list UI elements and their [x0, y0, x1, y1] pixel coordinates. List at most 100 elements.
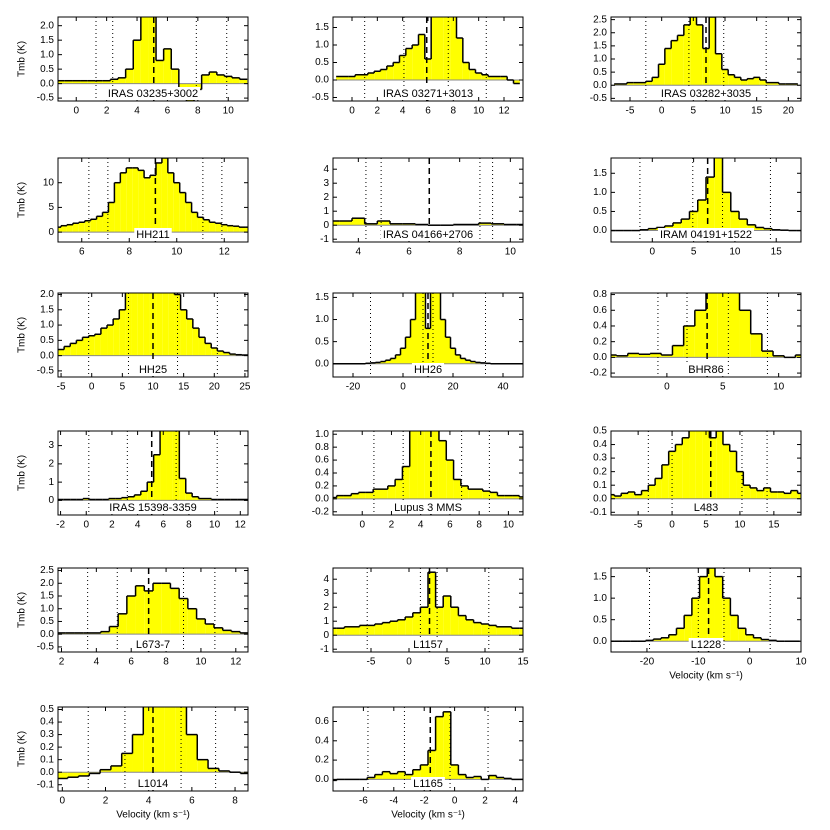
bin: [756, 490, 764, 499]
x-tick-label: 10: [171, 247, 183, 258]
bin: [160, 431, 167, 501]
bin: [179, 192, 186, 233]
bin: [125, 293, 132, 356]
bin: [155, 162, 162, 233]
y-tick-label: 5: [48, 202, 54, 213]
x-tick-label: 6: [128, 657, 134, 668]
label-box: [107, 501, 199, 514]
x-tick-label: 12: [498, 106, 510, 117]
x-tick-label: 10: [473, 106, 485, 117]
bin: [450, 764, 459, 780]
bin: [125, 69, 134, 84]
y-tick-label: 0.2: [40, 742, 54, 753]
bin: [409, 431, 418, 499]
frame: [57, 430, 249, 516]
x-tick-label: 12: [219, 247, 231, 258]
bin: [60, 225, 67, 233]
label-box: [105, 87, 201, 100]
y-tick-label: 0.5: [593, 614, 607, 625]
y-tick-label: 0.0: [593, 352, 607, 363]
x-tick-label: 4: [356, 247, 362, 258]
x-tick-label: 0: [89, 382, 95, 393]
label-box: [686, 363, 726, 376]
bin: [64, 346, 71, 356]
source-label: HH26: [414, 364, 442, 376]
plot-area: [58, 707, 248, 791]
label-box: [657, 228, 755, 241]
bin: [611, 494, 615, 499]
bin: [777, 491, 785, 499]
bin: [743, 485, 751, 499]
bin: [683, 325, 695, 358]
y-tick-label: 2.0: [40, 20, 54, 31]
bin: [707, 568, 715, 642]
bin: [458, 615, 466, 636]
bin: [119, 309, 126, 356]
bin: [374, 71, 381, 80]
bin: [118, 77, 126, 84]
bin: [753, 77, 760, 86]
bin: [513, 80, 520, 84]
bin: [390, 773, 398, 780]
bin: [709, 437, 717, 499]
bin: [415, 293, 421, 364]
panel: -20 -10 0 10 0.0 0.5 1.0 1.5 L1228 Velocity (km s…: [593, 567, 807, 682]
bin: [747, 224, 756, 231]
bin: [373, 489, 381, 499]
bin: [435, 293, 441, 364]
x-tick-label: 6: [189, 796, 195, 807]
bin: [397, 619, 406, 636]
bin: [481, 624, 489, 636]
y-tick-label: 0.2: [315, 755, 329, 766]
bin: [759, 80, 767, 86]
bin: [143, 707, 155, 773]
bin: [108, 202, 115, 233]
bin: [118, 613, 127, 635]
x-tick-label: 15: [771, 247, 783, 258]
bin: [627, 491, 635, 499]
bin: [170, 588, 180, 635]
plot-area: [58, 17, 248, 101]
bin: [67, 772, 79, 778]
y-tick-label: 2.5: [40, 565, 54, 576]
bin: [466, 619, 474, 636]
bin: [72, 223, 79, 233]
bin: [684, 615, 692, 642]
bin: [650, 353, 662, 358]
x-tick-label: 2: [103, 796, 109, 807]
panel: 0 5 10 15 0.0 0.5 1.0 1.5 IRAM 04191+1522: [593, 157, 802, 258]
x-tick-label: 0: [359, 520, 365, 531]
frame: [332, 157, 524, 243]
x-tick-label: 0: [83, 520, 89, 531]
x-tick-label: 10: [209, 520, 221, 531]
x-tick-label: -2: [420, 796, 429, 807]
bin: [519, 628, 523, 636]
x-tick-label: 10: [795, 657, 807, 668]
bin: [734, 77, 741, 86]
x-tick-label: 10: [729, 247, 741, 258]
plot-area: [611, 17, 801, 101]
y-tick-label: 0.5: [593, 67, 607, 78]
bin: [395, 479, 403, 499]
x-tick-label: -4: [389, 796, 398, 807]
bin: [496, 626, 504, 636]
bin: [245, 227, 248, 233]
x-tick-label: 5: [703, 520, 709, 531]
bin: [115, 498, 122, 501]
bin: [127, 496, 135, 501]
bin: [359, 625, 368, 636]
y-tick-label: 0.0: [315, 774, 329, 785]
bin: [358, 492, 366, 499]
bin: [58, 349, 65, 356]
bin: [473, 776, 482, 780]
x-tick-label: 2: [389, 520, 395, 531]
bin: [185, 202, 192, 233]
y-tick-label: 2.0: [40, 289, 54, 300]
bin: [460, 358, 466, 364]
y-tick-label: 0.5: [593, 206, 607, 217]
x-tick-label: 2: [104, 106, 110, 117]
bin: [140, 491, 148, 501]
bin: [621, 493, 628, 499]
y-tick-label: 0.0: [40, 350, 54, 361]
x-tick-label: 0: [452, 796, 458, 807]
